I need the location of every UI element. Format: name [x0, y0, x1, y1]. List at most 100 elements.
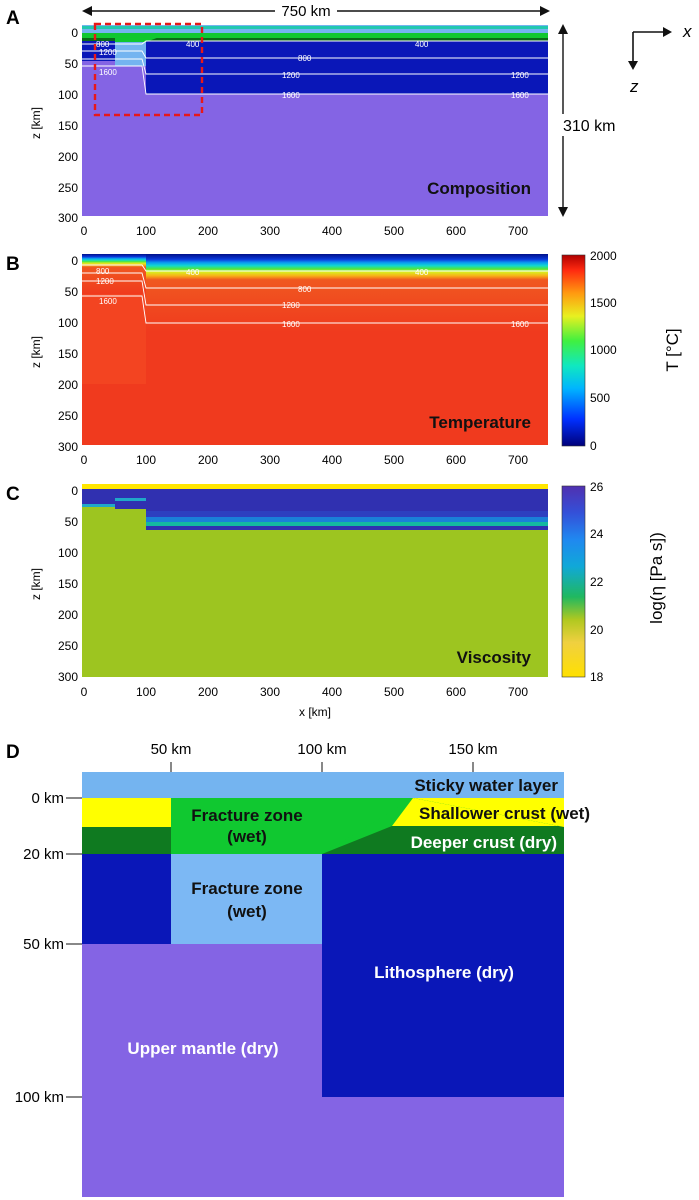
x-tick: 700 — [508, 685, 528, 699]
contour-label: 1200 — [511, 71, 529, 80]
y-tick: 100 — [58, 316, 78, 330]
y-tick: 200 — [58, 378, 78, 392]
x-tick: 300 — [260, 224, 280, 238]
contour-label: 400 — [186, 268, 200, 277]
x-tick: 600 — [446, 453, 466, 467]
x-tick: 500 — [384, 685, 404, 699]
y-axis-label: z [km] — [29, 107, 43, 139]
y-tick: 300 — [58, 440, 78, 454]
x-tick: 200 — [198, 224, 218, 238]
contour-label: 1200 — [282, 301, 300, 310]
x-tick: 100 — [136, 224, 156, 238]
y-axis: z [km] 0 50 100 150 200 250 300 — [29, 484, 78, 684]
x-tick: 400 — [322, 453, 342, 467]
arrow-head — [558, 24, 568, 34]
label-fracture-zone-lower-wet: (wet) — [227, 902, 267, 921]
colorbar-ticks: 26 24 22 20 18 — [590, 480, 604, 684]
label-shallow-crust: Shallower crust (wet) — [419, 804, 590, 823]
x-tick: 400 — [322, 224, 342, 238]
panel-letter: B — [6, 254, 20, 275]
temperature-colorbar — [561, 254, 586, 447]
x-tick: 400 — [322, 685, 342, 699]
temperature-gradient — [146, 254, 548, 332]
label-fracture-zone-lower: Fracture zone — [191, 879, 302, 898]
x-tick: 700 — [508, 224, 528, 238]
colorbar-label: T [°C] — [663, 328, 682, 371]
panel-title: Temperature — [429, 413, 531, 432]
x-tick: 700 — [508, 453, 528, 467]
viscosity-step — [82, 504, 115, 507]
z-direction-label: z — [629, 77, 639, 96]
viscosity-step — [115, 498, 146, 501]
left-tick: 50 km — [23, 936, 64, 953]
contour-label: 1600 — [282, 320, 300, 329]
x-tick: 500 — [384, 453, 404, 467]
viscosity-colorbar — [561, 485, 586, 678]
panel-b: B 800 400 400 1200 800 1600 1200 1600 16… — [6, 249, 682, 467]
x-tick: 0 — [81, 685, 88, 699]
y-tick: 250 — [58, 639, 78, 653]
label-sticky-water: Sticky water layer — [414, 776, 558, 795]
contour-label: 800 — [298, 285, 312, 294]
viscosity-step — [115, 501, 146, 509]
colorbar-tick: 20 — [590, 623, 604, 637]
contour-line — [82, 295, 548, 324]
crust-band — [82, 33, 548, 40]
label-bg — [275, 2, 337, 18]
contour-line — [82, 58, 548, 75]
contour-label: 1600 — [511, 91, 529, 100]
contour-label: 400 — [415, 268, 429, 277]
x-direction-label: x — [682, 22, 692, 41]
x-tick: 100 — [136, 685, 156, 699]
x-tick: 600 — [446, 224, 466, 238]
x-axis: 0 100 200 300 400 500 600 700 x [km] — [81, 685, 529, 719]
x-tick: 0 — [81, 453, 88, 467]
top-tick: 150 km — [448, 741, 497, 758]
crust-band — [82, 38, 548, 41]
x-axis: 0 100 200 300 400 500 600 700 — [81, 224, 529, 238]
y-tick: 100 — [58, 88, 78, 102]
x-axis-label: x [km] — [299, 705, 331, 719]
x-tick: 100 — [136, 453, 156, 467]
fracture-zone-lower — [171, 854, 322, 944]
x-tick: 300 — [260, 685, 280, 699]
colorbar-label: log(η [Pa s]) — [647, 532, 666, 624]
label-upper-mantle: Upper mantle (dry) — [127, 1039, 278, 1058]
colorbar-tick: 18 — [590, 670, 604, 684]
lithosphere-region — [82, 41, 548, 94]
x-tick: 600 — [446, 685, 466, 699]
temperature-gradient-west — [82, 254, 146, 294]
contour-line — [82, 264, 548, 272]
contour-label: 1200 — [282, 71, 300, 80]
panel-letter: C — [6, 484, 20, 505]
contour-label: 800 — [96, 267, 110, 276]
lithosphere-region — [322, 854, 564, 1097]
y-axis: z [km] 0 50 100 150 200 250 300 — [29, 26, 78, 225]
colorbar-tick: 1000 — [590, 343, 617, 357]
contour-label: 1200 — [96, 277, 114, 286]
viscosity-layer — [146, 517, 548, 522]
contour-line — [82, 280, 548, 306]
arrow-head — [558, 207, 568, 217]
deep-crust-wedge — [322, 826, 564, 854]
contour-label: 1600 — [99, 297, 117, 306]
zoom-region-box — [93, 22, 204, 117]
x-tick: 500 — [384, 224, 404, 238]
lithosphere-west — [82, 854, 171, 944]
panel-a: A 800 400 400 1200 800 1600 1200 1200 16… — [6, 2, 692, 238]
colorbar-tick: 22 — [590, 575, 604, 589]
panel-c: C z [km] 0 50 100 150 200 250 300 0 100 … — [6, 480, 666, 719]
water-band — [82, 26, 548, 29]
contour-line — [82, 50, 548, 59]
contour-line — [82, 65, 548, 95]
sticky-water-layer — [82, 772, 564, 798]
top-axis: 50 km 100 km 150 km — [151, 741, 498, 772]
panel-title: Composition — [427, 179, 531, 198]
contour-label: 800 — [96, 40, 110, 49]
arrow-head — [540, 6, 550, 16]
y-tick: 250 — [58, 409, 78, 423]
label-deep-crust: Deeper crust (dry) — [411, 833, 557, 852]
shallow-crust-edge — [392, 798, 564, 827]
contour-line — [82, 272, 548, 289]
